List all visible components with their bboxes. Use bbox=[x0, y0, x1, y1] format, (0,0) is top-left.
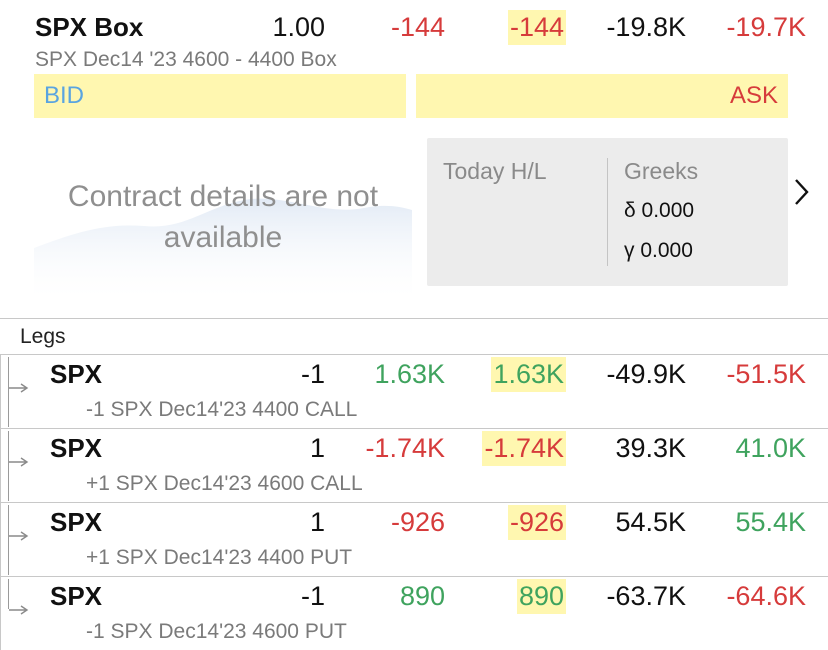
leg-value-4: -51.5K bbox=[726, 359, 806, 389]
contract-unavailable-text: Contract details are not available bbox=[67, 180, 379, 254]
leg-value-4: -64.6K bbox=[726, 581, 806, 611]
stats-divider bbox=[607, 158, 608, 266]
leg-arrow-icon bbox=[8, 455, 30, 467]
leg-value-1: 1.63K bbox=[374, 359, 445, 389]
delta-value: δ 0.000 bbox=[624, 199, 695, 222]
leg-description: +1 SPX Dec14'23 4600 CALL bbox=[86, 472, 363, 495]
leg-value-3: -63.7K bbox=[606, 581, 686, 611]
legs-label: Legs bbox=[20, 325, 66, 348]
position-quantity: 1.00 bbox=[272, 12, 325, 42]
ask-button[interactable]: ASK bbox=[416, 74, 788, 118]
leg-divider bbox=[0, 354, 828, 355]
leg-divider bbox=[0, 428, 828, 429]
leg-value-2: 890 bbox=[516, 579, 566, 614]
leg-description: -1 SPX Dec14'23 4400 CALL bbox=[86, 398, 358, 421]
stats-panel: Today H/L Greeks δ 0.000 γ 0.000 bbox=[427, 138, 788, 286]
leg-symbol: SPX bbox=[50, 581, 103, 611]
leg-divider bbox=[0, 502, 828, 503]
position-symbol: SPX Box bbox=[35, 12, 144, 42]
leg-quantity: -1 bbox=[300, 581, 325, 611]
leg-symbol: SPX bbox=[50, 433, 103, 463]
contract-details-placeholder: Contract details are not available bbox=[34, 138, 412, 298]
gamma-value: γ 0.000 bbox=[624, 239, 693, 262]
legs-top-divider bbox=[0, 318, 828, 319]
leg-connector bbox=[8, 431, 9, 501]
leg-value-1: -926 bbox=[390, 507, 445, 537]
leg-quantity: 1 bbox=[309, 507, 325, 537]
position-description: SPX Dec14 '23 4600 - 4400 Box bbox=[35, 48, 337, 71]
bid-button[interactable]: BID bbox=[34, 74, 406, 118]
today-hl-label: Today H/L bbox=[443, 158, 547, 184]
leg-value-3: 39.3K bbox=[615, 433, 686, 463]
bid-label: BID bbox=[44, 82, 85, 109]
leg-connector bbox=[8, 357, 9, 427]
leg-value-4: 41.0K bbox=[735, 433, 806, 463]
greeks-label: Greeks bbox=[624, 158, 699, 184]
leg-value-2: 1.63K bbox=[491, 357, 566, 392]
leg-arrow-icon bbox=[8, 529, 30, 541]
leg-connector bbox=[8, 579, 9, 609]
leg-description: -1 SPX Dec14'23 4600 PUT bbox=[86, 620, 347, 643]
leg-symbol: SPX bbox=[50, 507, 103, 537]
ask-label: ASK bbox=[729, 82, 778, 109]
leg-symbol: SPX bbox=[50, 359, 103, 389]
position-value-3: -19.8K bbox=[606, 12, 686, 42]
leg-value-3: -49.9K bbox=[606, 359, 686, 389]
position-value-2: -144 bbox=[507, 10, 566, 45]
leg-value-1: 890 bbox=[399, 581, 445, 611]
chevron-right-icon[interactable] bbox=[792, 177, 812, 207]
position-value-1: -144 bbox=[390, 12, 445, 42]
leg-description: +1 SPX Dec14'23 4400 PUT bbox=[86, 546, 353, 569]
leg-divider bbox=[0, 576, 828, 577]
leg-quantity: 1 bbox=[309, 433, 325, 463]
leg-value-4: 55.4K bbox=[735, 507, 806, 537]
leg-value-1: -1.74K bbox=[365, 433, 445, 463]
leg-value-3: 54.5K bbox=[615, 507, 686, 537]
leg-arrow-icon bbox=[8, 603, 30, 615]
leg-value-2: -926 bbox=[507, 505, 566, 540]
leg-quantity: -1 bbox=[300, 359, 325, 389]
chart-placeholder-graphic bbox=[34, 198, 412, 298]
position-value-4: -19.7K bbox=[726, 12, 806, 42]
leg-value-2: -1.74K bbox=[482, 431, 566, 466]
leg-arrow-icon bbox=[8, 381, 30, 393]
leg-connector bbox=[8, 505, 9, 575]
